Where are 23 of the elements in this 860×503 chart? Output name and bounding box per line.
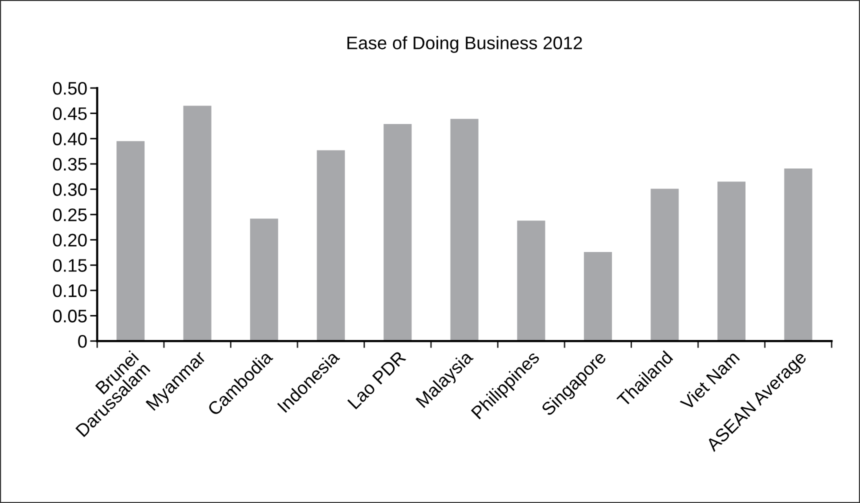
- chart-title: Ease of Doing Business 2012: [347, 36, 582, 53]
- bar: [450, 118, 478, 342]
- bar: [784, 168, 812, 342]
- bar: [384, 124, 412, 342]
- bar: [316, 150, 345, 342]
- y-tick-label: 0: [78, 334, 87, 348]
- y-tick-label: 0.25: [53, 208, 87, 222]
- y-tick-label: 0.45: [53, 107, 87, 120]
- y-tick-label: 0.10: [53, 284, 87, 298]
- bar: [250, 218, 278, 342]
- bar: [116, 141, 145, 342]
- bar: [650, 188, 679, 342]
- bar: [584, 252, 612, 342]
- y-tick-label: 0.40: [53, 132, 87, 146]
- y-tick-label: 0.50: [53, 82, 87, 95]
- bar: [517, 220, 546, 342]
- y-tick-label: 0.15: [53, 259, 87, 272]
- y-tick-label: 0.05: [53, 310, 87, 322]
- bar: [183, 106, 212, 342]
- y-tick-label: 0.20: [53, 234, 87, 247]
- y-tick-label: 0.30: [53, 183, 87, 196]
- y-tick-label: 0.35: [53, 158, 87, 171]
- bar: [717, 182, 746, 342]
